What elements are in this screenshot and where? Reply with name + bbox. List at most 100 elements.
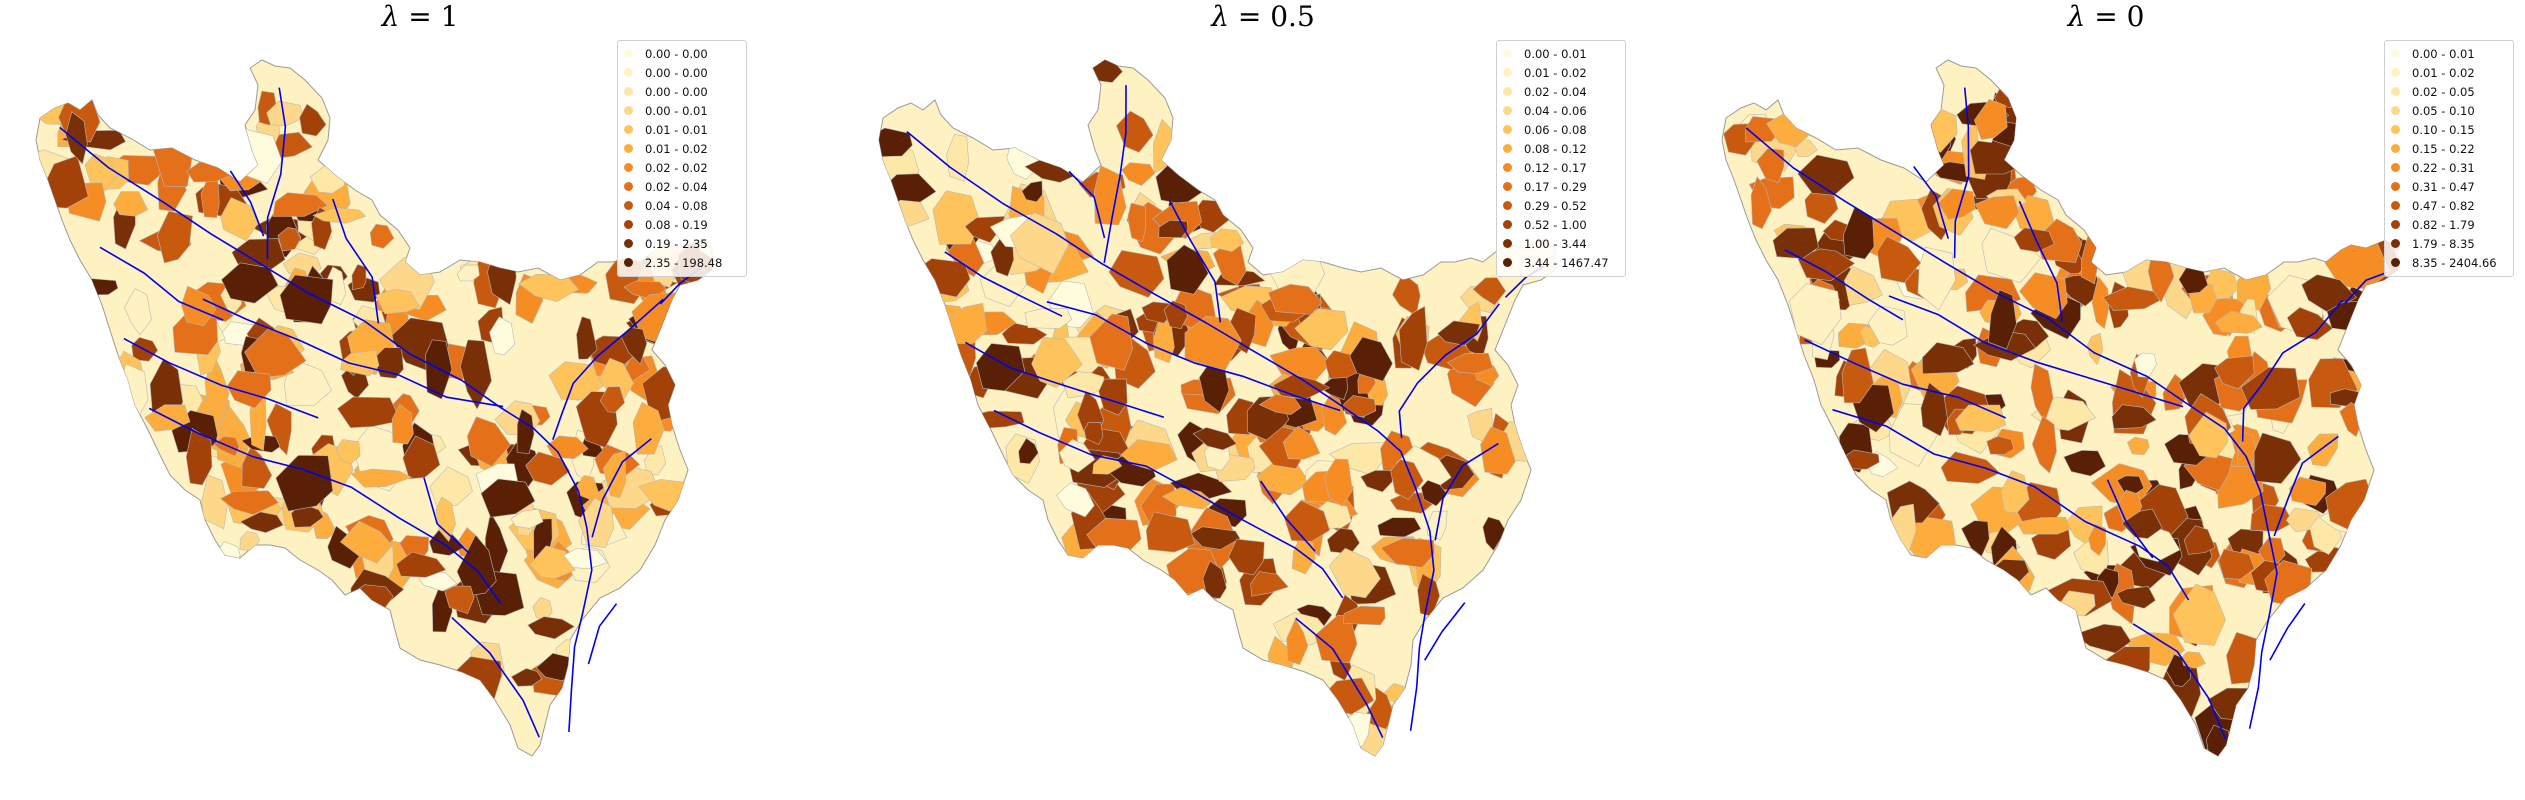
legend-label: 0.02 - 0.04 xyxy=(1524,84,1587,99)
subcatchment-area xyxy=(2016,516,2071,535)
panel-lambda-0: λ = 0 0.00 - 0.01 0.01 - 0.02 0.02 - 0.0… xyxy=(1686,0,2525,800)
subcatchment-area xyxy=(1291,536,1316,575)
legend-label: 0.01 - 0.01 xyxy=(645,122,708,137)
river-line xyxy=(1424,602,1466,661)
legend-item: 0.02 - 0.04 xyxy=(1503,82,1621,101)
subcatchment-area xyxy=(459,339,492,410)
legend-swatch xyxy=(2391,87,2400,96)
legend-swatch xyxy=(1503,239,1512,248)
subcatchment-area xyxy=(221,262,279,304)
subcatchment-area xyxy=(1018,437,1039,465)
legend-swatch xyxy=(1503,144,1512,153)
subcatchment-area xyxy=(480,478,536,518)
river-line xyxy=(906,130,1435,731)
subcatchment-area xyxy=(1202,560,1227,599)
subcatchment-area xyxy=(1056,482,1095,518)
subcatchment-area xyxy=(1921,342,1975,375)
legend-label: 0.02 - 0.05 xyxy=(2412,84,2475,99)
subcatchment-area xyxy=(546,435,589,460)
legend-label: 0.00 - 0.00 xyxy=(645,84,708,99)
legend-swatch xyxy=(1503,220,1512,229)
subcatchment-area xyxy=(576,475,600,501)
subcatchment-area xyxy=(2013,227,2055,253)
subcatchment-area xyxy=(1089,313,1133,371)
subcatchment-area xyxy=(1163,300,1188,330)
river-line xyxy=(1913,166,1950,239)
subcatchment-area xyxy=(220,197,259,242)
river-line xyxy=(944,251,1063,317)
legend-label: 0.47 - 0.82 xyxy=(2412,198,2475,213)
subcatchment-area xyxy=(279,274,334,325)
river-line xyxy=(1784,249,1904,321)
subcatchment-area xyxy=(1145,511,1196,553)
panel-title: λ = 0 xyxy=(2067,0,2145,33)
river-line xyxy=(552,298,664,440)
legend-item: 0.82 - 1.79 xyxy=(2391,215,2509,234)
subcatchment-area xyxy=(156,210,193,264)
subcatchment-area xyxy=(599,386,626,413)
subcatchment-area xyxy=(1127,202,1147,243)
legend-label: 0.04 - 0.08 xyxy=(645,198,708,213)
subcatchment-area xyxy=(113,191,149,217)
subcatchment-area xyxy=(1294,308,1349,351)
subcatchment-area xyxy=(510,508,544,529)
legend-label: 0.06 - 0.08 xyxy=(1524,122,1587,137)
subcatchment-area xyxy=(456,264,480,282)
subcatchment-area xyxy=(204,354,230,428)
subcatchment-area xyxy=(1343,395,1377,418)
subcatchment-area xyxy=(1843,266,1883,306)
legend-swatch xyxy=(624,258,633,267)
subcatchment-area xyxy=(1756,148,1785,184)
legend-label: 0.19 - 2.35 xyxy=(645,236,708,251)
subcatchment-area xyxy=(1961,520,1990,557)
subcatchment-area xyxy=(266,100,304,127)
subcatchment-area xyxy=(1797,154,1855,196)
subcatchment-area xyxy=(2286,307,2334,341)
subcatchment-area xyxy=(1083,422,1104,445)
subcatchment-area xyxy=(220,490,279,516)
legend-item: 0.10 - 0.15 xyxy=(2391,120,2509,139)
subcatchment-area xyxy=(1141,301,1175,324)
river-line xyxy=(1295,617,1384,738)
subcatchment-area xyxy=(1098,378,1128,416)
river-line xyxy=(1832,408,2190,601)
subcatchment-area xyxy=(1482,516,1507,552)
legend-item: 0.12 - 0.17 xyxy=(1503,158,1621,177)
subcatchment-area xyxy=(84,153,118,192)
river-line xyxy=(1260,480,1316,552)
legend-swatch xyxy=(1503,68,1512,77)
subcatchment-area xyxy=(1974,98,2008,140)
subcatchment-area xyxy=(272,192,329,217)
legend-label: 3.44 - 1467.47 xyxy=(1524,255,1609,270)
legend-swatch xyxy=(2391,201,2400,210)
legend-label: 0.82 - 1.79 xyxy=(2412,217,2475,232)
legend-item: 0.00 - 0.00 xyxy=(624,63,742,82)
legend-item: 0.02 - 0.04 xyxy=(624,177,742,196)
legend-item: 8.35 - 2404.66 xyxy=(2391,253,2509,272)
legend-label: 0.04 - 0.06 xyxy=(1524,103,1587,118)
legend-label: 0.00 - 0.00 xyxy=(645,46,708,61)
river-line xyxy=(202,298,504,408)
legend-swatch xyxy=(1503,49,1512,58)
river-line xyxy=(1068,170,1106,239)
subcatchment-area xyxy=(2086,332,2104,366)
subcatchment-area xyxy=(336,396,401,429)
legend-swatch xyxy=(624,220,633,229)
subcatchment-area xyxy=(2063,449,2106,477)
subcatchment-area xyxy=(1986,435,2015,456)
subcatchment-area xyxy=(1184,315,1242,371)
legend-item: 0.00 - 0.01 xyxy=(624,101,742,120)
river-line xyxy=(1745,127,2278,729)
subcatchment-area xyxy=(1058,438,1096,473)
legend-item: 3.44 - 1467.47 xyxy=(1503,253,1621,272)
legend-label: 1.00 - 3.44 xyxy=(1524,236,1587,251)
legend-item: 0.15 - 0.22 xyxy=(2391,139,2509,158)
river-line xyxy=(2132,623,2227,740)
legend-label: 0.00 - 0.01 xyxy=(1524,46,1587,61)
subcatchment-area xyxy=(964,215,1006,243)
legend-swatch xyxy=(2391,49,2400,58)
subcatchment-area xyxy=(1093,165,1127,226)
legend-swatch xyxy=(1503,125,1512,134)
legend-item: 0.01 - 0.02 xyxy=(624,139,742,158)
legend-item: 0.47 - 0.82 xyxy=(2391,196,2509,215)
